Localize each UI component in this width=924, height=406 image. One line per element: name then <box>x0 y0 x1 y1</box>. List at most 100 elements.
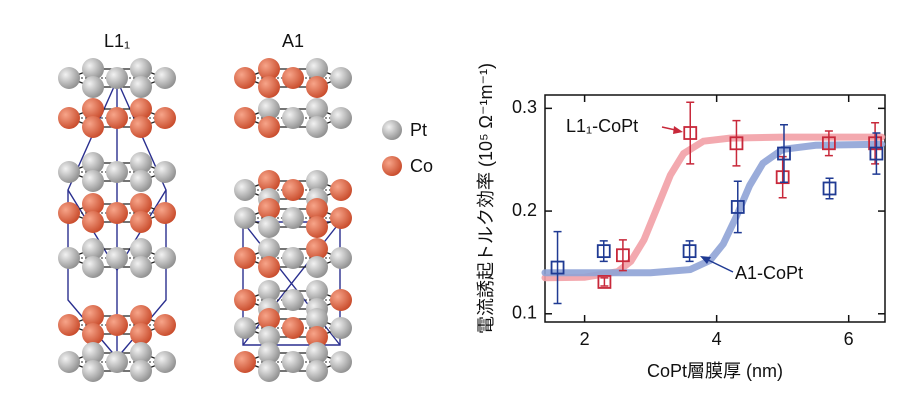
atom <box>130 238 152 260</box>
atom <box>154 107 176 129</box>
atom <box>306 116 328 138</box>
atom <box>330 179 352 201</box>
atom <box>130 116 152 138</box>
atom <box>82 98 104 120</box>
atom <box>58 351 80 373</box>
x-tick-label: 2 <box>580 329 590 349</box>
data-point <box>868 136 882 151</box>
y-tick-label: 0.2 <box>512 200 537 220</box>
error-bar <box>553 230 562 305</box>
data-point <box>730 200 745 214</box>
atom <box>330 107 352 129</box>
atom <box>130 211 152 233</box>
y-tick-label: 0.1 <box>512 303 537 323</box>
data-point <box>550 260 565 275</box>
atom <box>82 238 104 260</box>
atom <box>130 256 152 278</box>
legend-label: Co <box>410 156 433 176</box>
atom <box>282 247 304 269</box>
atom <box>130 58 152 80</box>
atom <box>82 58 104 80</box>
atom <box>130 360 152 382</box>
atom <box>58 107 80 129</box>
atom <box>330 67 352 89</box>
structure-label: L1₁ <box>104 31 130 51</box>
atom <box>234 317 256 339</box>
atom <box>82 76 104 98</box>
atom <box>234 207 256 229</box>
atom <box>130 323 152 345</box>
atom <box>282 317 304 339</box>
atom <box>306 326 328 348</box>
atom <box>258 198 280 220</box>
atom <box>130 152 152 174</box>
atom <box>306 360 328 382</box>
data-point <box>597 275 612 289</box>
plot-frame <box>544 94 886 323</box>
atom <box>82 305 104 327</box>
error-bar <box>686 101 695 165</box>
atom <box>306 342 328 364</box>
atom <box>82 116 104 138</box>
atom <box>258 170 280 192</box>
atom <box>106 247 128 269</box>
arrow-head <box>700 256 711 264</box>
y-tick-label: 0.3 <box>512 97 537 117</box>
atom <box>258 280 280 302</box>
atom <box>258 238 280 260</box>
structure-label: A1 <box>282 31 304 51</box>
atom <box>58 314 80 336</box>
atom <box>258 256 280 278</box>
atom <box>154 351 176 373</box>
atom <box>258 342 280 364</box>
atom <box>154 161 176 183</box>
atom <box>154 202 176 224</box>
atom <box>82 211 104 233</box>
error-bar <box>872 132 881 175</box>
data-point <box>869 146 884 161</box>
atom <box>234 107 256 129</box>
atom <box>234 67 256 89</box>
legend-co-atom <box>382 156 402 176</box>
atom <box>282 351 304 373</box>
atom <box>258 360 280 382</box>
x-tick-label: 6 <box>844 329 854 349</box>
atom <box>82 170 104 192</box>
legend-label: Pt <box>410 120 427 140</box>
atom <box>282 289 304 311</box>
atom <box>282 207 304 229</box>
data-point <box>777 146 791 161</box>
atom <box>130 305 152 327</box>
atom <box>130 170 152 192</box>
atom <box>306 216 328 238</box>
atom <box>282 67 304 89</box>
atom <box>106 314 128 336</box>
atom <box>82 342 104 364</box>
atom <box>58 247 80 269</box>
atom <box>154 314 176 336</box>
error-bar <box>871 121 880 165</box>
error-bar <box>778 155 787 199</box>
atom <box>82 152 104 174</box>
data-point <box>729 136 744 151</box>
atom <box>330 317 352 339</box>
atom <box>234 247 256 269</box>
atom <box>106 107 128 129</box>
atom <box>330 207 352 229</box>
series-annotation: A1-CoPt <box>735 263 803 283</box>
atom <box>130 342 152 364</box>
error-bar <box>824 130 833 157</box>
fit-curve <box>541 140 886 277</box>
x-tick-label: 4 <box>712 329 722 349</box>
atom <box>130 193 152 215</box>
atom <box>82 360 104 382</box>
error-bar <box>825 177 834 200</box>
error-bar <box>733 180 742 234</box>
atom <box>282 179 304 201</box>
atom <box>234 179 256 201</box>
atom <box>82 193 104 215</box>
atom <box>306 280 328 302</box>
atom <box>258 98 280 120</box>
series-annotation: L1₁-CoPt <box>566 116 638 136</box>
